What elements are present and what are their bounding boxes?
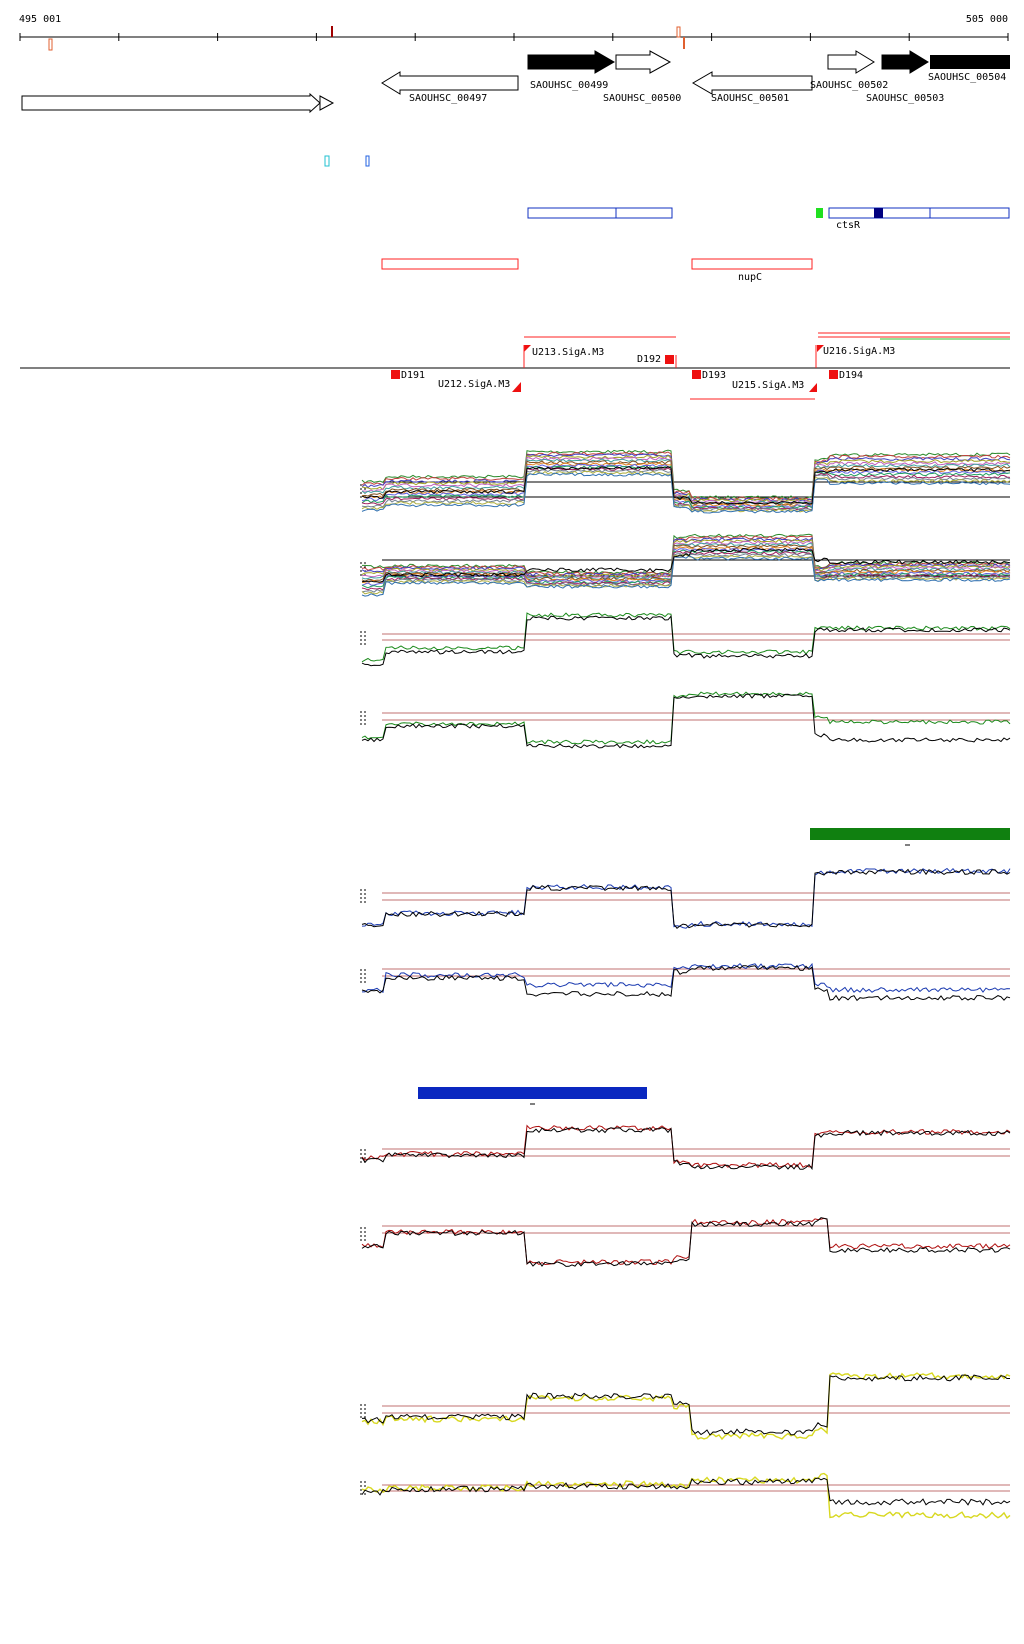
gene-label: SAOUHSC_00501: [711, 93, 789, 104]
expression-line: [361, 472, 1011, 514]
expression-line: [361, 463, 1011, 509]
region-marker[interactable]: [391, 370, 400, 379]
nupC-feature[interactable]: [691, 258, 813, 270]
ruler-mark: [683, 37, 685, 49]
red-feature-track: nupC: [381, 258, 813, 283]
blue-annotation-bar[interactable]: [418, 1087, 647, 1099]
blue-feature-track: ctsR: [527, 207, 1010, 231]
expression-line: [361, 1477, 1011, 1506]
marker-small: [324, 155, 330, 167]
expression-line: [361, 545, 1011, 584]
expression-line: [361, 964, 1011, 1002]
gene-arrow[interactable]: [21, 92, 321, 114]
region-label: U216.SigA.M3: [823, 346, 895, 357]
gene-label: SAOUHSC_00502: [810, 80, 888, 91]
ruler-mark: [331, 26, 333, 37]
region-marker[interactable]: [829, 370, 838, 379]
expression-line: [361, 538, 1011, 578]
region-label: U215.SigA.M3: [732, 380, 804, 391]
gene-arrow-00500[interactable]: [615, 50, 672, 74]
gene-arrow[interactable]: [319, 95, 335, 111]
ctsR-label: ctsR: [836, 220, 861, 231]
region-label: D192: [637, 354, 661, 365]
region-label: D191: [401, 370, 425, 381]
expression-line: [361, 1472, 1011, 1519]
region-marker[interactable]: [692, 370, 701, 379]
expression-line: [361, 547, 1011, 586]
region-marker[interactable]: [665, 355, 674, 364]
expression-line: [361, 554, 1011, 595]
region-label: U212.SigA.M3: [438, 379, 510, 390]
ruler-start-label: 495 001: [19, 14, 61, 25]
segmentation-track: D191 U212.SigA.M3 U213.SigA.M3 D192 D193…: [20, 332, 1010, 400]
region-label: D193: [702, 370, 726, 381]
gene-label: SAOUHSC_00500: [603, 93, 681, 104]
expression-line: [362, 962, 1011, 993]
ruler-mark: [48, 38, 53, 51]
marker-small: [365, 155, 370, 167]
ctsR-feature[interactable]: [828, 207, 1010, 219]
expression-line: [361, 1217, 1011, 1266]
expression-tracks: [360, 449, 1011, 1519]
expression-line: [361, 614, 1011, 667]
expression-line: [361, 1372, 1011, 1441]
expression-line: [361, 867, 1011, 929]
expression-line: [361, 451, 1011, 501]
expression-line: [361, 547, 1011, 583]
expression-line: [361, 465, 1011, 506]
gene-arrow-00501[interactable]: [692, 71, 813, 95]
expression-line: [361, 535, 1011, 576]
expression-line: [361, 465, 1011, 510]
gene-label: SAOUHSC_00497: [409, 93, 487, 104]
expression-line: [361, 449, 1011, 500]
expression-line: [361, 693, 1011, 749]
feature-box-green[interactable]: [816, 208, 823, 218]
expression-line: [361, 1124, 1011, 1169]
feature-box[interactable]: [381, 258, 519, 270]
expression-line: [361, 454, 1011, 503]
expression-line: [361, 552, 1011, 593]
gene-arrow-00502[interactable]: [827, 50, 875, 74]
green-annotation-bar[interactable]: [810, 828, 1010, 840]
gene-arrow-00503[interactable]: [881, 50, 929, 74]
expression-line: [361, 1127, 1011, 1171]
gene-track: SAOUHSC_00497 SAOUHSC_00499 SAOUHSC_0050…: [21, 50, 1010, 114]
region-label: U213.SigA.M3: [532, 347, 604, 358]
expression-line: [361, 612, 1011, 663]
gene-arrow-00499[interactable]: [527, 50, 615, 74]
expression-line: [361, 555, 1011, 597]
coordinate-ruler: 495 001 505 000: [19, 14, 1009, 51]
expression-line: [361, 468, 1011, 512]
expression-line: [361, 1217, 1011, 1267]
gene-label: SAOUHSC_00503: [866, 93, 944, 104]
gene-label: SAOUHSC_00499: [530, 80, 608, 91]
ruler-mark: [676, 26, 681, 38]
region-label: D194: [839, 370, 863, 381]
expression-line: [361, 868, 1011, 930]
expression-line: [361, 691, 1011, 745]
gene-label: SAOUHSC_00504: [928, 72, 1006, 83]
gene-arrow-00504[interactable]: [930, 55, 1010, 69]
expression-line: [361, 1374, 1010, 1436]
nupC-label: nupC: [738, 272, 762, 283]
feature-block: [874, 208, 883, 218]
feature-box[interactable]: [527, 207, 673, 219]
ruler-end-label: 505 000: [966, 14, 1008, 25]
gene-arrow-00497[interactable]: [381, 71, 519, 95]
